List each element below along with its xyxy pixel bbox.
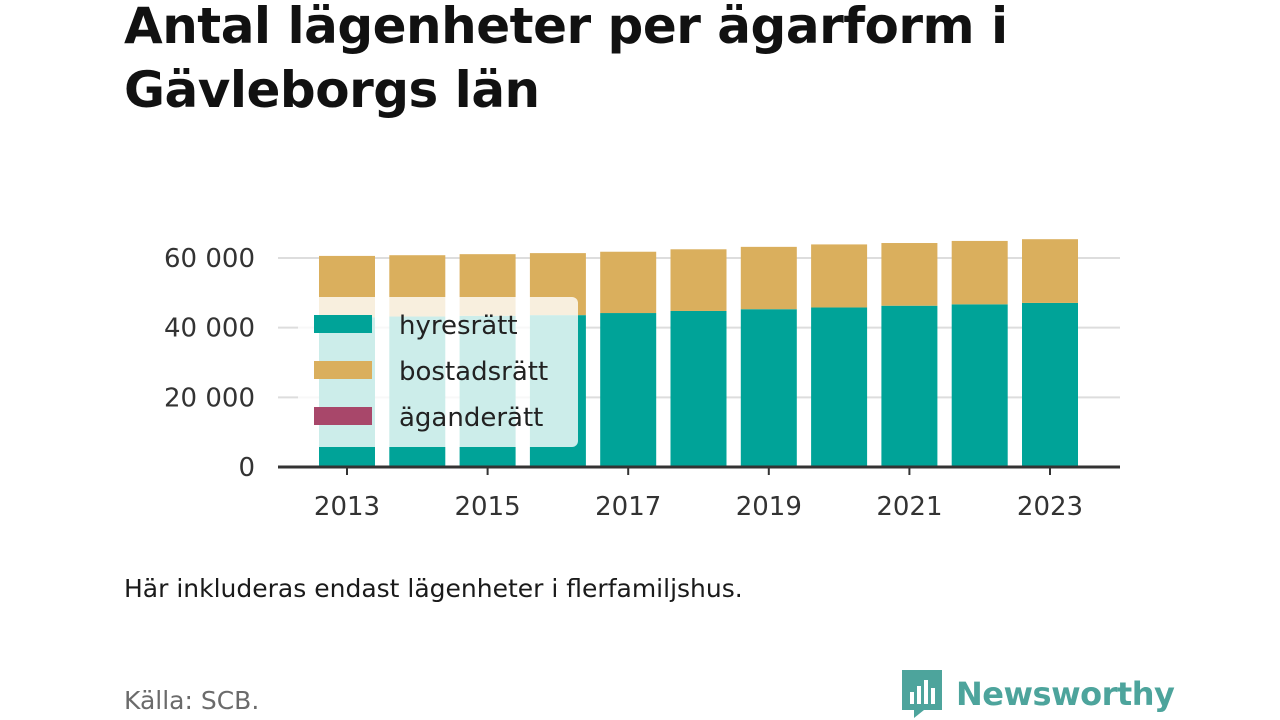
bar-segment-bostadsrätt — [881, 243, 938, 306]
legend-label: hyresrätt — [399, 311, 518, 341]
x-tick-label: 2017 — [595, 492, 661, 522]
legend-label: bostadsrätt — [399, 357, 548, 387]
bar-segment-hyresrätt — [740, 309, 797, 466]
legend-swatch — [314, 407, 372, 425]
legend-label: äganderätt — [399, 403, 543, 433]
bar-segment-hyresrätt — [811, 307, 868, 466]
legend: hyresrätt bostadsrätt äganderätt — [298, 297, 578, 447]
bar-segment-bostadsrätt — [1022, 239, 1078, 303]
x-tick-label: 2015 — [455, 492, 521, 522]
brand: Newsworthy — [902, 670, 1175, 718]
brand-name: Newsworthy — [956, 675, 1175, 713]
bar-segment-hyresrätt — [951, 304, 1008, 466]
chart-title: Antal lägenheter per ägarform i Gävlebor… — [124, 0, 1008, 119]
stacked-bar-chart: 0 20 000 40 000 60 000 2013 2015 2017 2019 2021 2… — [164, 239, 1120, 522]
newsworthy-logo-icon — [902, 670, 942, 718]
bar-segment-hyresrätt — [670, 310, 727, 466]
x-tick-label: 2021 — [876, 492, 942, 522]
bar-segment-bostadsrätt — [951, 240, 1008, 305]
y-tick-label: 0 — [238, 453, 255, 483]
axes: 0 20 000 40 000 60 000 2013 2015 2017 2019 2021 2… — [164, 244, 1120, 522]
bar-segment-bostadsrätt — [740, 246, 797, 310]
legend-swatch — [314, 315, 372, 333]
legend-swatch — [314, 361, 372, 379]
bar-segment-bostadsrätt — [670, 249, 727, 311]
y-tick-label: 40 000 — [164, 314, 255, 344]
chart-note: Här inkluderas endast lägenheter i flerf… — [124, 574, 743, 603]
y-tick-label: 20 000 — [164, 383, 255, 413]
source-text: Källa: SCB. — [124, 686, 260, 715]
x-tick-label: 2013 — [314, 492, 380, 522]
bar-segment-bostadsrätt — [811, 244, 868, 308]
bar-segment-hyresrätt — [600, 313, 657, 466]
x-tick-label: 2023 — [1017, 492, 1083, 522]
bar-segment-hyresrätt — [881, 305, 938, 466]
x-tick-label: 2019 — [736, 492, 802, 522]
bar-segment-hyresrätt — [1022, 302, 1078, 466]
y-tick-label: 60 000 — [164, 244, 255, 274]
bar-segment-bostadsrätt — [600, 251, 657, 314]
